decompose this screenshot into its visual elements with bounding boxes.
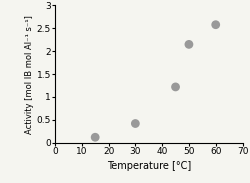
Point xyxy=(214,23,218,26)
Point xyxy=(93,136,97,139)
Point xyxy=(187,43,191,46)
X-axis label: Temperature [°C]: Temperature [°C] xyxy=(106,161,191,171)
Y-axis label: Activity [mol IB mol Al⁻¹ s⁻¹]: Activity [mol IB mol Al⁻¹ s⁻¹] xyxy=(25,15,34,134)
Point xyxy=(133,122,137,125)
Point xyxy=(174,85,178,88)
